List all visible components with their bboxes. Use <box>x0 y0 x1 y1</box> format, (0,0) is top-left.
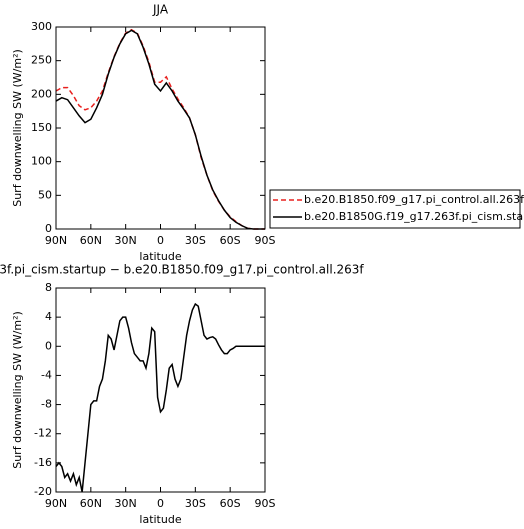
x-tick-label: 90N <box>45 234 67 247</box>
y-tick-label: -20 <box>34 485 52 498</box>
x-tick-label: 30S <box>185 497 206 510</box>
x-axis-label: latitude <box>139 250 181 263</box>
y-tick-label: 300 <box>31 20 52 33</box>
y-axis-label: Surf downwelling SW (W/m²) <box>11 311 24 469</box>
y-tick-label: 150 <box>31 121 52 134</box>
legend-box <box>269 189 521 229</box>
x-tick-label: 30S <box>185 234 206 247</box>
y-tick-label: 100 <box>31 155 52 168</box>
y-tick-label: -8 <box>41 398 52 411</box>
x-tick-label: 0 <box>157 234 164 247</box>
y-tick-label: 4 <box>45 310 52 323</box>
y-tick-label: 50 <box>38 188 52 201</box>
x-tick-label: 90S <box>255 497 276 510</box>
x-tick-label: 30N <box>115 497 137 510</box>
y-tick-label: -4 <box>41 368 52 381</box>
data-line <box>55 302 265 493</box>
x-tick-label: 90S <box>255 234 276 247</box>
chart-title: JJA <box>152 3 169 17</box>
plot-frame <box>55 26 266 230</box>
y-tick-label: 200 <box>31 87 52 100</box>
y-tick-label: 250 <box>31 54 52 67</box>
x-tick-label: 60N <box>80 234 102 247</box>
x-tick-label: 0 <box>157 497 164 510</box>
data-line <box>55 28 265 230</box>
y-tick-label: 8 <box>45 281 52 294</box>
chart-title: g17.263f.pi_cism.startup − b.e20.B1850.f… <box>0 263 364 277</box>
y-tick-label: 0 <box>45 222 52 235</box>
y-tick-label: -12 <box>34 427 52 440</box>
y-axis-label: Surf downwelling SW (W/m²) <box>11 49 24 207</box>
x-tick-label: 60N <box>80 497 102 510</box>
x-axis-label: latitude <box>139 513 181 526</box>
x-tick-label: 90N <box>45 497 67 510</box>
legend-label: b.e20.B1850.f09_g17.pi_control.all.263f <box>304 193 524 206</box>
x-tick-label: 60S <box>220 497 241 510</box>
data-line <box>55 29 265 230</box>
plot-frame <box>55 287 266 493</box>
y-tick-label: -16 <box>34 456 52 469</box>
x-tick-label: 30N <box>115 234 137 247</box>
y-tick-label: 0 <box>45 339 52 352</box>
x-tick-label: 60S <box>220 234 241 247</box>
legend-label: b.e20.B1850G.f19_g17.263f.pi_cism.startu… <box>304 210 524 223</box>
